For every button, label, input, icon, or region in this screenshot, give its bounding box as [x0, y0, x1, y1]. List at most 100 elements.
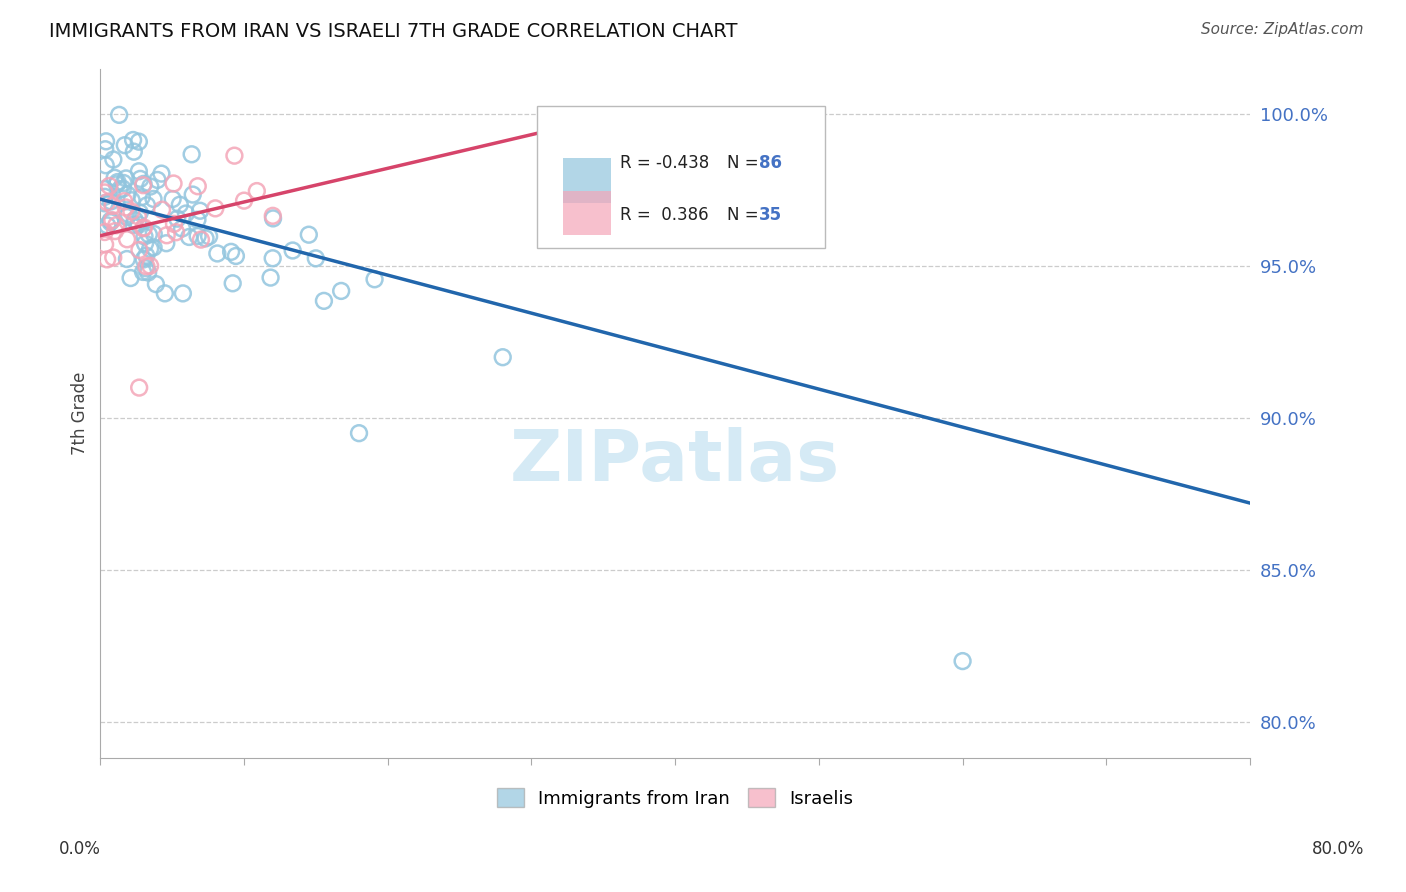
Point [115, 252, 138, 266]
Point [132, 220, 155, 235]
Point [128, 218, 150, 232]
Text: R = -0.438: R = -0.438 [620, 154, 709, 172]
Point [363, 272, 385, 286]
Point [100, 194, 122, 209]
Text: R =  0.386: R = 0.386 [620, 206, 709, 224]
Point [142, 240, 165, 254]
Point [111, 182, 134, 196]
Text: ZIPatlas: ZIPatlas [510, 427, 841, 496]
Point [139, 259, 162, 273]
Point [114, 138, 136, 153]
Point [131, 190, 153, 204]
Point [138, 227, 160, 242]
Point [115, 210, 138, 224]
Point [128, 381, 150, 395]
FancyBboxPatch shape [562, 158, 610, 203]
Point [117, 207, 139, 221]
Point [224, 149, 246, 163]
Point [98, 178, 121, 193]
Point [105, 178, 128, 192]
Point [134, 229, 156, 244]
Point [139, 179, 162, 194]
Point [124, 213, 146, 227]
Point [142, 227, 165, 241]
Point [165, 225, 187, 239]
Point [100, 215, 122, 229]
Point [179, 230, 201, 244]
Point [132, 178, 155, 193]
Point [101, 213, 124, 227]
Point [112, 194, 135, 209]
Point [142, 192, 165, 206]
Point [100, 213, 122, 227]
Point [132, 221, 155, 235]
Point [298, 227, 321, 242]
Point [93, 225, 115, 239]
FancyBboxPatch shape [537, 106, 825, 248]
FancyBboxPatch shape [562, 191, 610, 235]
Point [162, 177, 184, 191]
Point [204, 202, 226, 216]
Legend: Immigrants from Iran, Israelis: Immigrants from Iran, Israelis [489, 781, 860, 815]
Point [150, 167, 173, 181]
Text: 80.0%: 80.0% [1312, 840, 1365, 858]
Point [96, 195, 118, 210]
Point [187, 229, 209, 244]
Point [181, 187, 204, 202]
Point [104, 170, 127, 185]
Point [121, 193, 143, 207]
Point [492, 350, 515, 364]
Point [120, 271, 142, 285]
Point [108, 182, 131, 196]
Point [96, 219, 118, 233]
Point [150, 202, 173, 217]
Point [246, 184, 269, 198]
Point [93, 190, 115, 204]
Point [174, 206, 197, 220]
Point [93, 186, 115, 200]
Point [180, 147, 202, 161]
Point [108, 108, 131, 122]
Point [132, 265, 155, 279]
Point [163, 217, 186, 231]
Point [190, 233, 212, 247]
Point [132, 252, 155, 267]
Point [281, 244, 304, 258]
Text: N =: N = [727, 206, 763, 224]
Point [94, 142, 117, 156]
Point [103, 153, 125, 167]
Point [128, 135, 150, 149]
Point [259, 270, 281, 285]
Point [153, 286, 176, 301]
Point [330, 284, 353, 298]
Point [198, 229, 221, 244]
Point [122, 133, 145, 147]
Point [128, 243, 150, 257]
Point [188, 203, 211, 218]
Point [136, 266, 159, 280]
Point [120, 204, 142, 219]
Point [207, 246, 229, 260]
Point [115, 232, 138, 246]
Point [225, 249, 247, 263]
Point [347, 426, 370, 441]
Point [166, 211, 188, 226]
Point [952, 654, 974, 668]
Point [262, 211, 284, 226]
Point [94, 237, 117, 252]
Point [135, 249, 157, 263]
Point [114, 201, 136, 215]
Point [262, 209, 284, 223]
Point [96, 252, 118, 267]
Point [145, 277, 167, 292]
Text: 0.0%: 0.0% [59, 840, 101, 858]
Point [112, 176, 135, 190]
Point [128, 205, 150, 219]
Point [170, 221, 193, 235]
Point [135, 261, 157, 276]
Point [94, 134, 117, 148]
Point [127, 209, 149, 223]
Point [107, 175, 129, 189]
Point [312, 293, 335, 308]
Point [172, 286, 194, 301]
